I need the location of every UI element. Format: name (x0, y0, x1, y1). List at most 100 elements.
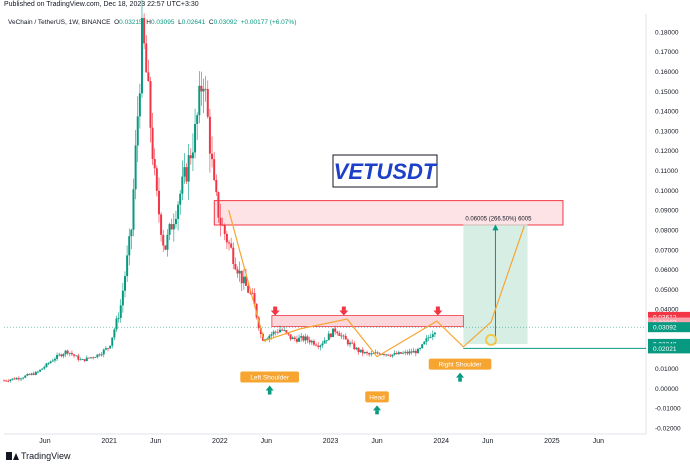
candle-body (253, 293, 256, 304)
candle-body (136, 116, 139, 146)
candle-body (189, 155, 192, 159)
candle-body (240, 270, 243, 284)
candle-body (28, 374, 31, 375)
candle-body (204, 88, 207, 90)
price-tick-label: 0.09000 (655, 208, 679, 215)
candle-body (421, 344, 424, 349)
change-value: +0.00177 (+6.07%) (240, 19, 297, 26)
candle-body (9, 379, 12, 382)
price-tick-label: 0.17000 (655, 49, 679, 56)
candle-body (221, 224, 224, 226)
price-tick-label: 0.08000 (655, 227, 679, 234)
candle-body (355, 347, 358, 350)
candle-body (232, 247, 235, 265)
candle-body (406, 351, 409, 354)
candle-body (230, 243, 233, 248)
price-tick-label: 0.15000 (655, 89, 679, 96)
candle-body (41, 368, 44, 370)
candle-body (206, 89, 209, 117)
candle-body (315, 344, 318, 346)
time-tick-label: Jun (593, 438, 604, 445)
candle-body (143, 18, 146, 44)
candle-body (77, 355, 80, 360)
candle-body (96, 354, 99, 358)
candle-body (196, 115, 199, 124)
candle-body (278, 329, 281, 333)
symbol-legend: VeChain / TetherUS, 1W, BINANCE O0.03215… (8, 19, 296, 26)
candle-body (49, 361, 52, 364)
candle-body (5, 380, 8, 382)
candle-body (15, 378, 18, 380)
candle-body (397, 352, 400, 355)
candle-body (130, 229, 133, 237)
candle-body (382, 354, 385, 355)
candle-body (429, 336, 432, 338)
candle-body (58, 354, 61, 356)
candle-body (391, 354, 394, 357)
chart-title-box (332, 154, 438, 188)
symbol-name: VeChain / TetherUS, 1W, BINANCE (8, 19, 111, 26)
candle-body (94, 357, 97, 358)
candle-body (410, 351, 413, 353)
candle-body (75, 355, 78, 357)
candle-body (270, 334, 273, 336)
candle-body (310, 340, 313, 343)
candle-body (187, 155, 190, 182)
candle-body (47, 363, 50, 364)
time-tick-label: Jun (371, 438, 382, 445)
candle-body (340, 335, 343, 337)
price-tick-label: 0.11000 (655, 168, 678, 175)
pattern-label: Right Shoulder (439, 362, 483, 369)
candle-body (416, 348, 419, 354)
candle-body (219, 217, 222, 225)
candle-body (124, 276, 127, 291)
candle-body (431, 334, 434, 337)
time-tick-label: 2024 (433, 438, 449, 445)
candle-body (378, 353, 381, 355)
candle-body (346, 339, 349, 345)
candle-body (366, 352, 369, 354)
candle-body (272, 331, 275, 335)
candle-body (317, 345, 320, 347)
candle-body (115, 318, 118, 330)
price-label-badge (648, 322, 690, 333)
price-tick-label: 0.12000 (655, 148, 679, 155)
price-tick-label: 0.04000 (655, 307, 679, 314)
candle-body (325, 340, 328, 341)
candle-body (370, 353, 373, 355)
candle-body (198, 85, 201, 116)
candle-body (181, 176, 184, 194)
candle-body (374, 352, 377, 354)
time-tick-label: 2022 (212, 438, 228, 445)
candle-body (51, 360, 54, 362)
candle-body (60, 354, 63, 357)
candle-body (291, 337, 294, 340)
candle-body (132, 189, 135, 230)
price-tick-label: 0.07000 (655, 247, 679, 254)
neckline-arrow-stem (341, 306, 346, 311)
candle-body (427, 337, 430, 339)
candle-body (372, 353, 375, 355)
candle-body (19, 378, 22, 380)
candle-body (138, 93, 141, 117)
candle-body (160, 214, 163, 235)
neckline-arrow-stem (435, 306, 440, 311)
candle-body (323, 340, 326, 344)
candle-body (433, 332, 436, 335)
candle-body (147, 72, 150, 82)
candle-body (92, 357, 95, 359)
candle-body (39, 369, 42, 372)
candle-body (155, 168, 158, 191)
pattern-up-arrow-stem (458, 377, 462, 382)
candle-body (164, 245, 167, 250)
candle-body (300, 336, 303, 338)
candle-body (393, 352, 396, 355)
candle-body (172, 224, 175, 230)
candle-body (191, 152, 194, 159)
candle-body (395, 352, 398, 355)
candle-body (266, 338, 269, 340)
neckline-down-arrow-icon (270, 310, 280, 316)
candle-body (368, 353, 371, 355)
head-shoulders-pattern-line (228, 209, 525, 358)
